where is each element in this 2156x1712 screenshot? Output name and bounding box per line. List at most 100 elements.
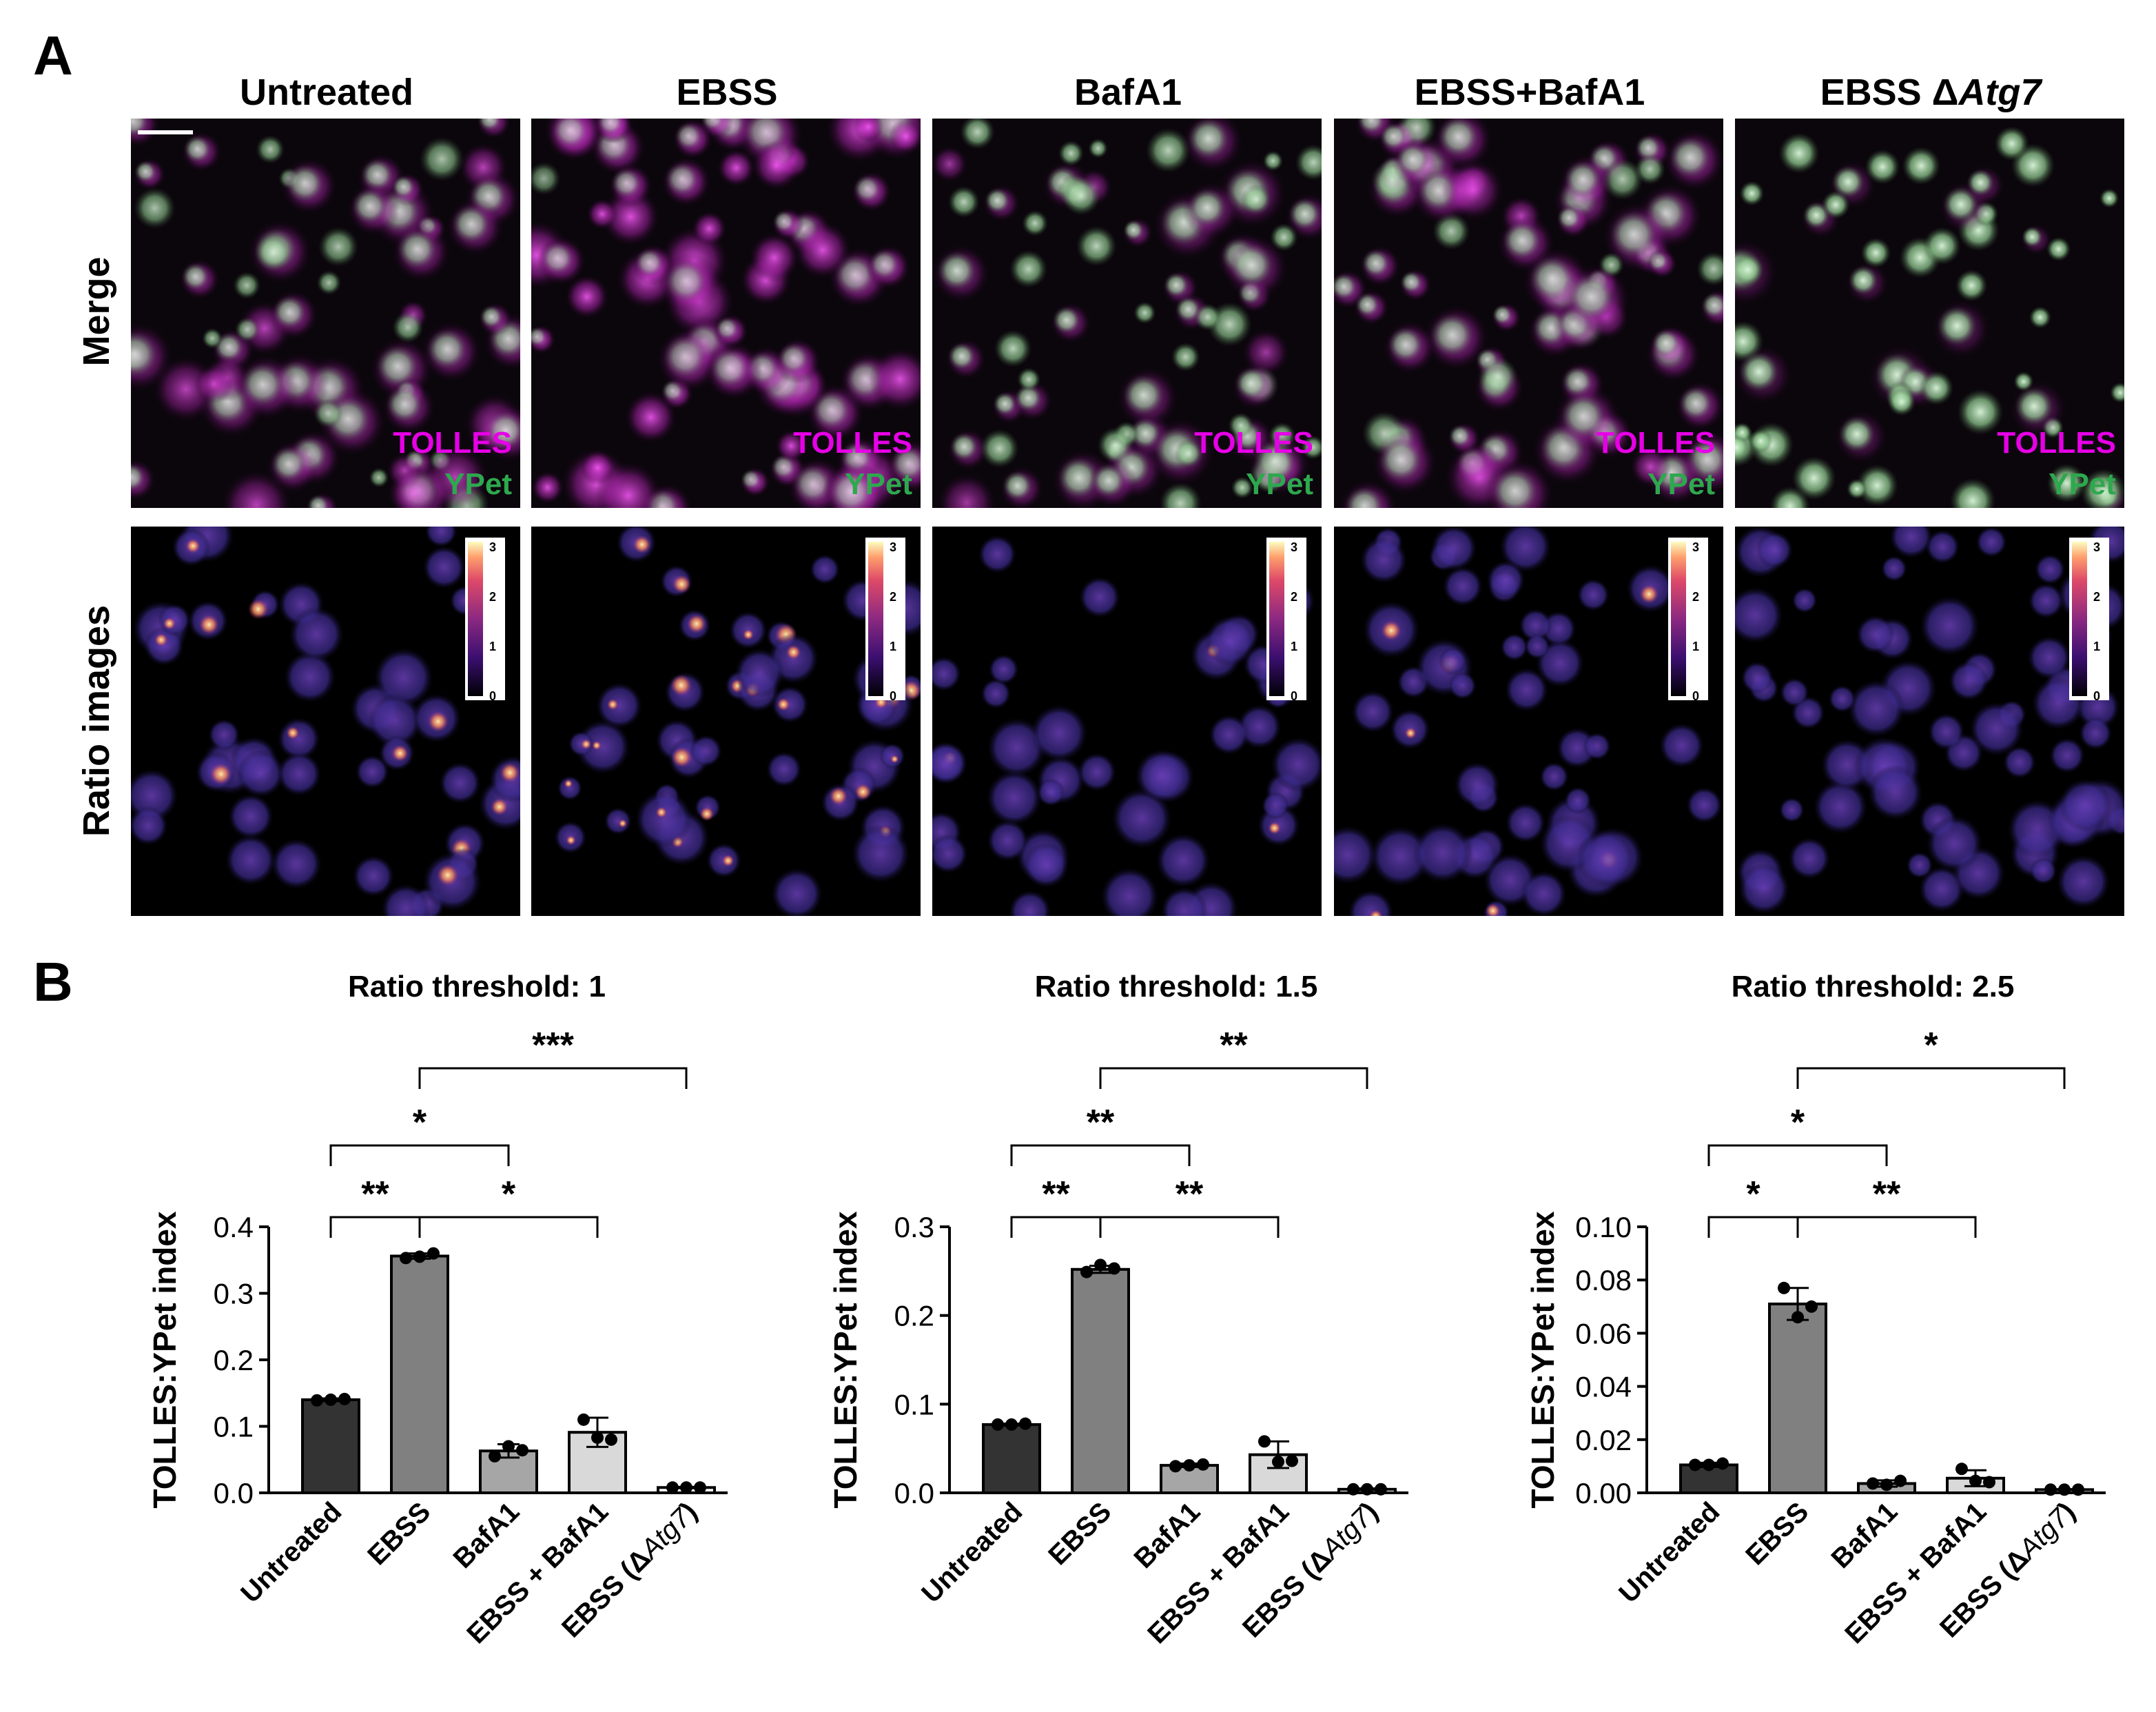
data-point [1005,1418,1018,1431]
data-point [1019,1417,1031,1430]
chart-title: Ratio threshold: 1 [348,970,606,1003]
x-tick-label: BafA1 [1826,1496,1904,1574]
data-point [1983,1476,1995,1489]
colorbar-gradient [468,542,483,696]
x-tick-label: EBSS [362,1496,436,1571]
merge-cells [932,119,1322,508]
data-point [1778,1281,1790,1294]
x-tick-label: BafA1 [448,1496,526,1574]
bar [390,1254,449,1494]
data-point [1716,1457,1729,1470]
significance-label: * [1746,1174,1760,1214]
significance-bracket [1707,1216,1799,1238]
data-point [1791,1311,1804,1324]
chart-title: Ratio threshold: 2.5 [1732,970,2015,1003]
tolles-channel-label: TOLLES [1997,426,2116,460]
bar [1768,1302,1827,1494]
ypet-channel-label: YPet [845,467,912,501]
ratio-cells [1334,527,1723,916]
significance-bracket [418,1216,599,1238]
data-point [694,1481,706,1494]
significance-label: * [413,1103,427,1143]
colorbar-gradient [1269,542,1284,696]
data-point [427,1247,440,1260]
data-point [2072,1483,2084,1496]
significance-bracket [1796,1216,1977,1238]
data-point [1094,1258,1107,1272]
colorbar-tick-label: 2 [2093,590,2100,604]
significance-bracket [1010,1144,1191,1166]
ypet-channel-label: YPet [444,467,512,501]
colorbar-tick-label: 0 [1692,689,1699,703]
data-point [325,1393,337,1406]
colorbar-tick-label: 3 [2093,540,2100,554]
colorbar-tick-label: 0 [1291,689,1297,703]
data-point [311,1394,323,1407]
y-tick-label: 0.3 [214,1278,254,1310]
x-tick-label: EBSS [1740,1496,1814,1571]
colorbar-tick-label: 2 [890,590,896,604]
bar [982,1423,1041,1495]
row-label-ratio-images: Ratio images [76,605,117,837]
tolles-channel-label: TOLLES [1194,426,1313,460]
y-tick-label: 0.0 [214,1477,254,1509]
y-axis-label: TOLLES:YPet index [1525,1211,1561,1509]
data-point [1347,1482,1359,1496]
colorbar: 3 2 1 0 [465,538,505,703]
colorbar: 3 2 1 0 [865,538,905,703]
colorbar-tick-label: 2 [489,590,496,604]
data-point [1272,1455,1284,1468]
colorbar-tick-label: 2 [1291,590,1297,604]
bar [301,1398,360,1495]
tolles-channel-label: TOLLES [793,426,912,460]
colorbar: 3 2 1 0 [1266,538,1306,703]
significance-bracket [418,1067,688,1089]
significance-label: ** [1042,1174,1070,1214]
column-header-ebss-bafa1: EBSS+BafA1 [1415,72,1645,113]
merge-micrograph-1: TOLLES YPet [531,119,921,508]
ypet-channel-label: YPet [1647,467,1715,501]
y-tick-label: 0.02 [1575,1424,1632,1456]
colorbar-tick-label: 3 [890,540,896,554]
data-point [400,1252,412,1265]
y-tick-label: 0.06 [1575,1317,1632,1349]
column-header-bafa1: BafA1 [1074,72,1182,113]
y-tick-label: 0.4 [214,1211,254,1243]
column-header-ebss-delta-atg7: EBSS ΔAtg7 [1820,72,2044,113]
significance-label: ** [1220,1026,1248,1066]
colorbar-tick-label: 0 [489,689,496,703]
data-point [591,1431,604,1444]
data-point [1689,1458,1701,1471]
colorbar-tick-label: 3 [1291,540,1297,554]
y-tick-label: 0.3 [894,1211,934,1243]
colorbar-gradient [1671,542,1686,696]
colorbar-tick-label: 1 [1692,640,1699,653]
y-tick-label: 0.08 [1575,1264,1632,1296]
y-tick-label: 0.2 [214,1344,254,1376]
data-point [666,1481,679,1494]
merge-cells [1334,119,1723,508]
bar [1071,1267,1130,1494]
colorbar-gradient [868,542,883,696]
data-point [1286,1454,1298,1467]
significance-label: ** [1873,1174,1901,1214]
data-point [338,1392,351,1405]
ratio-cells [131,527,520,916]
data-point [1805,1300,1818,1313]
data-point [2058,1483,2071,1496]
merge-cells [531,119,921,508]
data-point [1108,1262,1120,1275]
x-tick-label: Untreated [235,1496,347,1609]
y-tick-label: 0.0 [894,1477,934,1509]
colorbar-tick-label: 0 [2093,689,2100,703]
data-point [1375,1482,1387,1496]
significance-label: * [1791,1103,1805,1143]
data-point [1894,1474,1907,1487]
data-point [1169,1460,1182,1473]
merge-micrograph-3: TOLLES YPet [1334,119,1723,508]
column-header-untreated: Untreated [240,72,413,113]
data-point [1080,1265,1093,1278]
significance-bracket [1010,1216,1102,1238]
significance-label: ** [1175,1174,1204,1214]
ratio-micrograph-4: 3 2 1 0 [1735,527,2124,916]
